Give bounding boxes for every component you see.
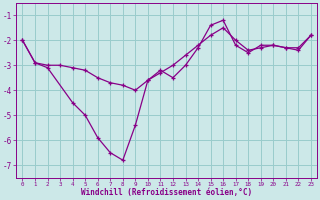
X-axis label: Windchill (Refroidissement éolien,°C): Windchill (Refroidissement éolien,°C) bbox=[81, 188, 252, 197]
